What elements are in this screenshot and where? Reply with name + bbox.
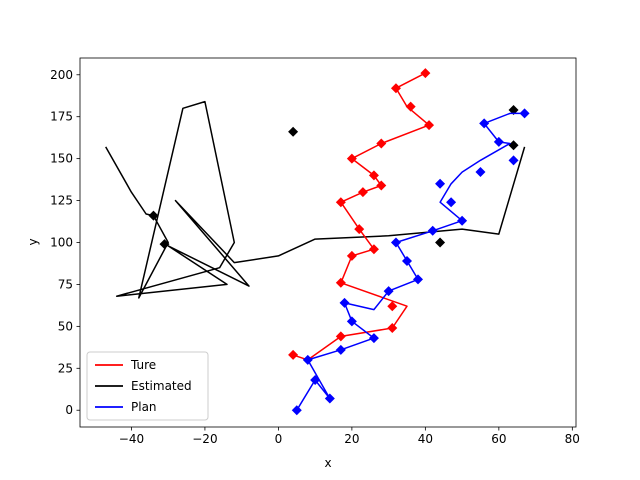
x-tick-label-40: 40	[418, 432, 433, 446]
marker-ture-1	[335, 331, 346, 342]
marker-ture-6	[368, 244, 379, 255]
y-tick-label-50: 50	[58, 319, 73, 333]
x-tick-label-20: 20	[344, 432, 359, 446]
marker-plan-13	[457, 215, 468, 226]
marker-plan-20	[519, 108, 530, 119]
marker-ture-16	[390, 83, 401, 94]
legend-label-ture: Ture	[130, 358, 156, 372]
marker-plan-10	[401, 255, 412, 266]
marker-plan-5	[368, 333, 379, 344]
marker-plan-1	[310, 375, 321, 386]
y-tick-label-175: 175	[50, 110, 73, 124]
marker-plan-11	[390, 237, 401, 248]
marker-plan-18	[493, 136, 504, 147]
x-tick-label--40: −40	[119, 432, 144, 446]
marker-estimated-0	[148, 210, 159, 221]
marker-plan-15	[435, 178, 446, 189]
series-line-plan	[296, 112, 525, 411]
plot-area	[105, 68, 530, 416]
marker-plan-3	[302, 354, 313, 365]
marker-ture-0	[288, 349, 299, 360]
x-axis-label: x	[324, 456, 331, 470]
marker-plan-8	[383, 286, 394, 297]
y-tick-label-0: 0	[65, 403, 73, 417]
marker-ture-14	[424, 120, 435, 131]
marker-plan-0	[291, 405, 302, 416]
marker-ture-8	[335, 197, 346, 208]
marker-plan-17	[508, 155, 519, 166]
marker-estimated-1	[159, 239, 170, 250]
legend-label-estimated: Estimated	[131, 379, 192, 393]
marker-ture-4	[335, 277, 346, 288]
marker-ture-2	[387, 323, 398, 334]
y-tick-label-125: 125	[50, 194, 73, 208]
marker-ture-7	[354, 224, 365, 235]
marker-plan-9	[413, 274, 424, 285]
marker-ture-13	[376, 138, 387, 149]
marker-ture-9	[357, 187, 368, 198]
marker-plan-7	[339, 297, 350, 308]
legend: Ture Estimated Plan	[86, 351, 209, 421]
marker-plan-2	[324, 393, 335, 404]
marker-ture-11	[368, 170, 379, 181]
marker-ture-15	[405, 101, 416, 112]
x-tick-label-0: 0	[275, 432, 283, 446]
legend-frame	[86, 351, 209, 421]
marker-plan-4	[335, 344, 346, 355]
y-tick-label-75: 75	[58, 277, 73, 291]
y-tick-label-25: 25	[58, 361, 73, 375]
x-tick-label-60: 60	[491, 432, 506, 446]
marker-ture-5	[346, 250, 357, 261]
y-tick-label-150: 150	[50, 152, 73, 166]
legend-label-plan: Plan	[131, 400, 157, 414]
marker-estimated-5	[508, 104, 519, 115]
marker-ture-12	[346, 153, 357, 164]
series-line-estimated	[105, 100, 526, 299]
marker-ture-3	[387, 301, 398, 312]
y-tick-label-200: 200	[50, 68, 73, 82]
marker-estimated-3	[435, 237, 446, 248]
marker-plan-16	[475, 167, 486, 178]
marker-plan-12	[427, 225, 438, 236]
marker-plan-6	[346, 316, 357, 327]
x-tick-label--20: −20	[192, 432, 217, 446]
y-tick-label-100: 100	[50, 236, 73, 250]
axes: −40 −20 0 20 40 60 80 0 25 50 75 100 125 150 175 200	[50, 57, 580, 446]
marker-estimated-4	[508, 140, 519, 151]
plot-clip-group	[105, 68, 530, 416]
marker-plan-14	[446, 197, 457, 208]
marker-ture-17	[420, 68, 431, 79]
y-axis-label: y	[26, 238, 40, 245]
x-tick-label-80: 80	[565, 432, 580, 446]
marker-ture-10	[376, 180, 387, 191]
marker-plan-19	[479, 118, 490, 129]
marker-estimated-2	[288, 126, 299, 137]
